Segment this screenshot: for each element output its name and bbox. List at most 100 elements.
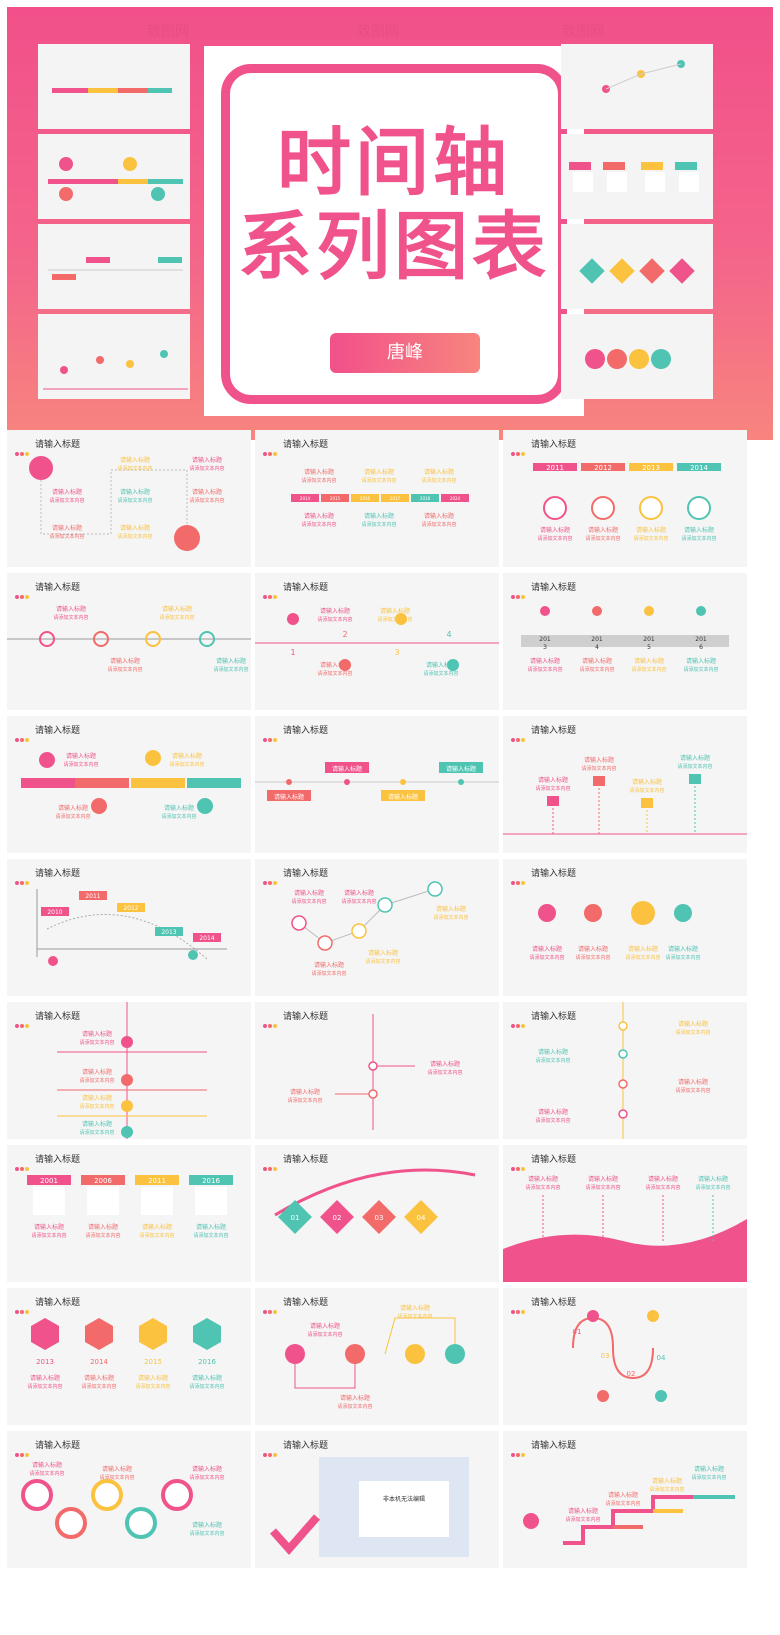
watermark: 致图网 [357,24,399,40]
slide-thumbnail[interactable]: 请输入标题 请输入标题 请添加文本内容 请输入标题 请添加文本内容 请输入标题 请添加文本内… [7,573,251,710]
year-label: 2012 [594,464,612,472]
connector [384,1317,456,1355]
slide-thumbnail[interactable]: 请输入标题 01 02 03 04 [503,1288,747,1425]
thumbnail-slide-5[interactable] [561,44,713,129]
tag-label: 请输入标题 [274,793,304,801]
item-title: 请输入标题 [430,1060,460,1068]
timeline-node [121,1126,133,1138]
year-label: 2011 [148,1177,166,1185]
year-label: 2012 [123,905,138,912]
diamond-node [404,1200,438,1234]
slide-thumbnail[interactable]: 请输入标题 请输入标题 请输入标题 请输入标题 请输入标题 [255,716,499,853]
thumbnail-slide-6[interactable] [561,134,713,219]
item-title: 请输入标题 [608,1491,638,1499]
year-tag [41,907,69,916]
slide-thumbnail[interactable]: 请输入标题 01 02 03 04 [255,1145,499,1282]
slide-thumbnail[interactable]: 请输入标题 请输入标题 请添加文本内容 请输入标题 请添加文本内容 请输入标题 请添加文本内… [7,430,251,567]
year-tag [677,463,721,471]
slide-thumbnail[interactable]: 请输入标题 请输入标题 请添加文本内容 请输入标题 请添加文本内容 请输入标题 请添加文本内… [503,1002,747,1139]
thumbnail-slide-2[interactable] [38,134,190,219]
tag-label: 请输入标题 [332,765,362,773]
thumbnail-slide-4[interactable] [38,314,190,399]
slide-title: 请输入标题 [35,440,81,450]
color-dots [263,870,278,889]
arrow-segment [131,778,185,788]
color-dots [511,1442,526,1461]
item-title: 请输入标题 [538,1108,568,1116]
slide-diagram: 请输入标题请添加文本内容请输入标题请添加文本内容请输入标题请添加文本内容请输入标… [523,1465,735,1545]
slide-thumbnail[interactable]: 请输入标题 2011 请输入标题 请添加文本内容 2012 请输入标题 请添加文本内容 201… [503,430,747,567]
slide-thumbnail[interactable]: 请输入标题 请输入标题 请添加文本内容 请输入标题 请添加文本内容 请输入标题 请添加文本内… [255,1288,499,1425]
slide-thumbnail[interactable]: 请输入标题 请输入标题 请添加文本内容 请输入标题 请添加文本内容 请输入标题 请添加文本内… [7,1002,251,1139]
slide-thumbnail[interactable]: 请输入标题 请输入标题 请添加文本内容 请输入标题 请添加文本内容 请输入标题 请添加文本内… [503,1145,747,1282]
item-title: 请输入标题 [684,526,714,534]
item-title: 请输入标题 [162,605,192,613]
item-title: 请输入标题 [216,657,246,665]
item-text: 请添加文本内容 [581,765,616,772]
send-icon [188,950,198,960]
thumbnail-chart [52,88,172,93]
slide-thumbnail[interactable]: 请输入标题 2001 请输入标题 请添加文本内容 2006 请输入标题 请添加文本内容 201… [7,1145,251,1282]
year-label: 2014 [90,1358,108,1366]
thumbnail-slide-8[interactable] [561,314,713,399]
item-text: 请添加文本内容 [81,1383,116,1390]
timeline-node [639,496,663,520]
item-title: 请输入标题 [588,1175,618,1183]
slide-thumbnail[interactable]: 请输入标题 请输入标题 请添加文本内容 请输入标题 请添加文本内容 [255,1002,499,1139]
timeline-node [368,1089,378,1099]
item-title: 请输入标题 [424,468,454,476]
item-title: 请输入标题 [538,1048,568,1056]
year-label: 201 [643,636,655,643]
thumbnail-slide-1[interactable] [38,44,190,129]
author-button[interactable]: 唐峰 [330,333,480,373]
item-text: 请添加文本内容 [189,1383,224,1390]
year-label: 2014 [690,464,708,472]
slide-thumbnail[interactable]: 请输入标题 2010 2011 2012 2013 2014 [7,859,251,996]
slide-title: 请输入标题 [35,1441,81,1451]
item-text: 请添加文本内容 [193,1232,228,1239]
slide-title: 请输入标题 [35,726,81,736]
step-icon [345,1344,365,1364]
color-dots [511,1013,526,1032]
year-label: 2014 [199,935,214,942]
run-icon [29,456,53,480]
slide-thumbnail[interactable]: 请输入标题 请输入标题 请添加文本内容 请输入标题 请添加文本内容 请输入标题 请添加文本内… [7,716,251,853]
timeline-node [427,881,443,897]
slide-thumbnail[interactable]: 请输入标题 2014 2015 2016 2017 2018 2024 请输入标题 请添加文本内… [255,430,499,567]
stem-icon [641,798,653,808]
step-number: 2 [342,630,347,639]
timeline-node [458,779,464,785]
slide-thumbnail[interactable]: 请输入标题 请输入标题 请添加文本内容 请输入标题 请添加文本内容 请输入标题 请添加文本内… [503,716,747,853]
step-icon [285,1344,305,1364]
item-text: 请添加文本内容 [585,535,620,542]
item-title: 请输入标题 [628,945,658,953]
color-dots [15,870,30,889]
mountain-area [503,1219,747,1282]
thumbnail-slide-3[interactable] [38,224,190,309]
year-label: 2001 [40,1177,58,1185]
item-text: 请添加文本内容 [189,465,224,472]
year-bar [521,635,729,647]
item-text: 请添加文本内容 [63,761,98,768]
slide-thumbnail[interactable]: 请输入标题 请输入标题 请添加文本内容 请输入标题 请添加文本内容 请输入标题 请添加文本内… [503,1431,747,1568]
icon-card [33,1187,65,1215]
year-label: 201 [591,636,603,643]
chart-icon [91,798,107,814]
item-text: 请添加文本内容 [317,616,352,623]
thumbnail-slide-7[interactable] [561,224,713,309]
slide-thumbnail[interactable]: 请输入标题 请输入标题 请添加文本内容 请输入标题 请添加文本内容 请输入标题 请添加文本内… [255,859,499,996]
item-text: 请添加文本内容 [675,1087,710,1094]
slide-thumbnail[interactable]: 请输入标题 请输入标题 请添加文本内容 请输入标题 请添加文本内容 请输入标题 请添加文本内… [503,859,747,996]
slide-thumbnail[interactable]: 请输入标题 请输入标题 请添加文本内容 请输入标题 请添加文本内容 请输入标题 请添加文本内… [7,1431,251,1568]
slide-title: 请输入标题 [35,869,81,879]
slide-title: 请输入标题 [283,583,329,593]
item-title: 请输入标题 [56,605,86,613]
year-label: 2010 [47,909,62,916]
slide-thumbnail[interactable]: 请输入标题 1 2 3 4 请输入标题 请添加文本内容 请输入标题 请添加文本内容 请输入标题 请添… [255,573,499,710]
item-title: 请输入标题 [568,1507,598,1515]
item-title: 请输入标题 [196,1223,226,1231]
slide-thumbnail[interactable]: 请输入标题 非本机无法编辑 [255,1431,499,1568]
